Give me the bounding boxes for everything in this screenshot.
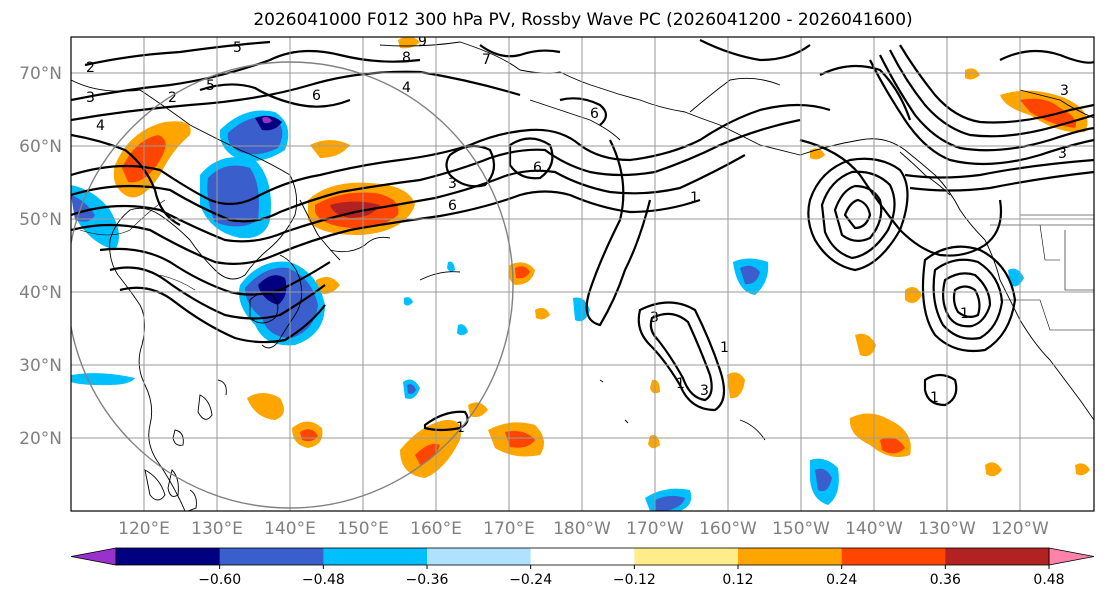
contour-label: 1 bbox=[960, 306, 969, 322]
contour-label: 5 bbox=[233, 40, 242, 56]
contour-label: 3 bbox=[650, 310, 659, 326]
colorbar-extend-high bbox=[1048, 547, 1095, 566]
map-area: 2 3 4 4 5 6 6 7 8 9 2 3 3 3 5 6 6 3 3 1 … bbox=[71, 34, 1094, 511]
colorbar-tick-label: 0.36 bbox=[930, 572, 961, 588]
colorbar-tick-label: −0.36 bbox=[406, 572, 449, 588]
colorbar-segment bbox=[219, 548, 324, 565]
lon-label: 150°E bbox=[337, 519, 389, 539]
lat-label: 40°N bbox=[19, 283, 62, 303]
contour-label: 3 bbox=[1058, 146, 1067, 162]
longitude-labels: 120°E 130°E 140°E 150°E 160°E 170°E 180°… bbox=[118, 519, 1049, 539]
lon-label: 120°W bbox=[991, 519, 1049, 539]
lon-label: 130°W bbox=[918, 519, 976, 539]
colorbar-segment bbox=[116, 548, 221, 565]
lon-label: 130°E bbox=[191, 519, 243, 539]
figure-title: 2026041000 F012 300 hPa PV, Rossby Wave … bbox=[253, 10, 912, 30]
colorbar-segment bbox=[427, 548, 532, 565]
colorbar-tick-label: 0.24 bbox=[826, 572, 857, 588]
coastlines bbox=[71, 41, 1094, 511]
colorbar-tick-label: −0.48 bbox=[302, 572, 345, 588]
colorbar-frame bbox=[115, 547, 1050, 566]
lon-label: 140°W bbox=[845, 519, 903, 539]
lat-label: 60°N bbox=[19, 137, 62, 157]
colorbar-segment bbox=[323, 548, 428, 565]
graticule bbox=[71, 37, 1094, 511]
colorbar-segment bbox=[634, 548, 739, 565]
lon-label: 170°E bbox=[483, 519, 535, 539]
contour-labels: 2 3 4 4 5 6 6 7 8 9 2 3 3 3 5 6 6 3 3 1 … bbox=[86, 34, 1069, 436]
contour-label: 3 bbox=[86, 90, 95, 106]
contour-label: 3 bbox=[448, 176, 457, 192]
lat-label: 30°N bbox=[19, 356, 62, 376]
negative-anomaly-shading bbox=[71, 110, 1024, 511]
colorbar-tick-label: 0.48 bbox=[1033, 572, 1064, 588]
latitude-labels: 70°N 60°N 50°N 40°N 30°N 20°N bbox=[19, 64, 62, 449]
colorbar-tick-label: −0.12 bbox=[613, 572, 656, 588]
lon-label: 170°W bbox=[626, 519, 684, 539]
contour-label: 6 bbox=[590, 106, 599, 122]
lon-label: 160°E bbox=[410, 519, 462, 539]
contour-label: 2 bbox=[86, 60, 95, 76]
map-frame bbox=[70, 36, 1095, 512]
range-ring-circle bbox=[71, 61, 514, 509]
contour-label: 1 bbox=[930, 390, 939, 406]
contour-label: 7 bbox=[482, 52, 491, 68]
lon-label: 120°E bbox=[118, 519, 170, 539]
contour-label: 6 bbox=[448, 198, 457, 214]
contour-label: 4 bbox=[96, 118, 105, 134]
colorbar-tick-label: 0.12 bbox=[722, 572, 753, 588]
lon-label: 180°W bbox=[553, 519, 611, 539]
colorbar-extend-low bbox=[70, 547, 117, 566]
contour-label: 3 bbox=[700, 383, 709, 399]
colorbar-segment bbox=[841, 548, 946, 565]
positive-anomaly-shading bbox=[113, 37, 1090, 478]
contour-label: 6 bbox=[533, 160, 542, 176]
contour-label: 1 bbox=[690, 190, 699, 206]
contour-label: 3 bbox=[1060, 83, 1069, 99]
lon-label: 160°W bbox=[699, 519, 757, 539]
colorbar-segment bbox=[738, 548, 843, 565]
contour-label: 1 bbox=[676, 376, 685, 392]
colorbar-tick-label: −0.24 bbox=[509, 572, 552, 588]
pv-contours bbox=[71, 39, 1094, 432]
contour-label: 9 bbox=[418, 34, 427, 50]
lat-label: 50°N bbox=[19, 210, 62, 230]
colorbar-segment bbox=[530, 548, 635, 565]
lon-label: 150°W bbox=[772, 519, 830, 539]
colorbar: −0.60 −0.48 −0.36 −0.24 −0.12 0.12 0.24 0.36 0.4… bbox=[70, 547, 1095, 588]
lat-label: 70°N bbox=[19, 64, 62, 84]
contour-label: 6 bbox=[312, 88, 321, 104]
contour-label: 5 bbox=[206, 78, 215, 94]
contour-label: 2 bbox=[168, 90, 177, 106]
lat-label: 20°N bbox=[19, 429, 62, 449]
colorbar-tick-label: −0.60 bbox=[198, 572, 241, 588]
lon-label: 140°E bbox=[264, 519, 316, 539]
contour-label: 8 bbox=[402, 50, 411, 66]
contour-label: 1 bbox=[720, 340, 729, 356]
contour-label: 4 bbox=[402, 80, 411, 96]
colorbar-segment bbox=[945, 548, 1050, 565]
